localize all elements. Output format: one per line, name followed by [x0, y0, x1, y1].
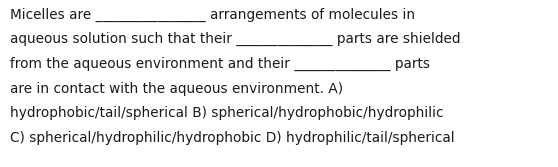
Text: are in contact with the aqueous environment. A): are in contact with the aqueous environm…	[10, 82, 343, 96]
Text: hydrophobic/tail/spherical B) spherical/hydrophobic/hydrophilic: hydrophobic/tail/spherical B) spherical/…	[10, 106, 444, 120]
Text: aqueous solution such that their ______________ parts are shielded: aqueous solution such that their _______…	[10, 32, 460, 46]
Text: from the aqueous environment and their ______________ parts: from the aqueous environment and their _…	[10, 57, 430, 71]
Text: C) spherical/hydrophilic/hydrophobic D) hydrophilic/tail/spherical: C) spherical/hydrophilic/hydrophobic D) …	[10, 131, 455, 145]
Text: Micelles are ________________ arrangements of molecules in: Micelles are ________________ arrangemen…	[10, 8, 415, 22]
